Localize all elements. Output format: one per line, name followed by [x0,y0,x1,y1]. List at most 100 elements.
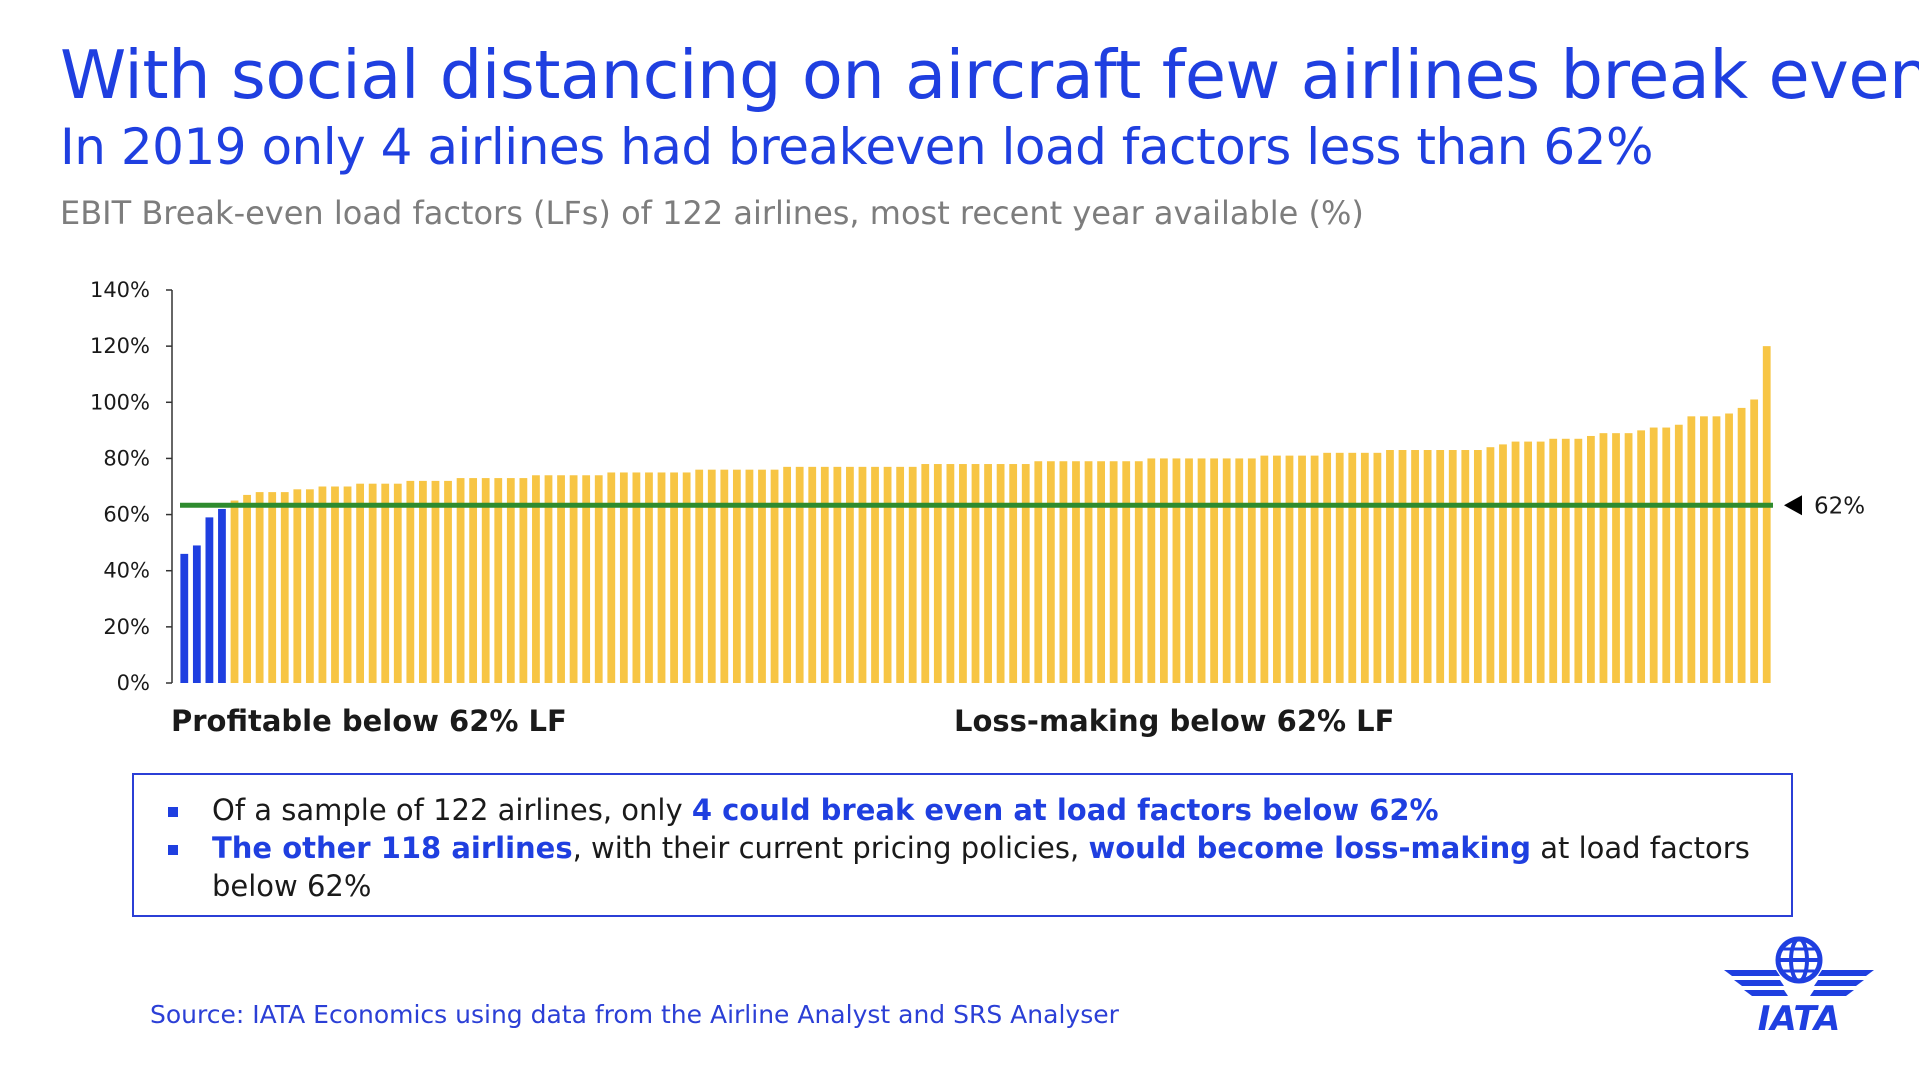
bar [682,472,691,683]
bar [745,469,754,683]
bar [1373,452,1382,683]
bar [293,489,302,683]
note-highlight: would become loss-making [1088,831,1531,865]
note-highlight: 4 could break even at load factors below… [691,793,1439,827]
bar [393,483,402,683]
bar [1285,455,1294,683]
bar [1134,461,1143,683]
bar [883,466,892,683]
bar [933,464,942,683]
bar [582,475,591,683]
bar [921,464,930,683]
bar [871,466,879,683]
bar [971,464,980,683]
bar [205,517,214,683]
bar [795,466,804,683]
bar [1021,464,1030,683]
note-segment: Of a sample of 122 airlines, only [212,793,692,827]
bar [1159,458,1168,683]
bar [368,483,377,683]
bar [770,469,779,683]
y-tick-label: 100% [90,390,150,414]
bar [707,469,716,683]
y-axis: 0% 20% 40% 60% 80% 100% 120% 140% [90,278,173,695]
bar [1411,450,1419,683]
y-tick-label: 20% [103,615,150,639]
bar [1185,458,1193,683]
bar [758,469,766,683]
bar [1247,458,1256,683]
bar [1386,450,1394,683]
bar [444,480,452,683]
note-highlight: The other 118 airlines [212,831,573,865]
bar [1674,424,1683,683]
bar [469,478,478,683]
bar [356,483,364,683]
bar [1348,452,1357,683]
bar [544,475,553,683]
bar [456,478,465,683]
bar [1599,433,1608,683]
bar [1637,430,1646,683]
bullet-icon [168,845,178,855]
bar [1046,461,1055,683]
bar [619,472,628,683]
bar [557,475,565,683]
bar [1737,407,1746,683]
bar [1712,416,1721,683]
bar [243,494,251,683]
source-note: Source: IATA Economics using data from t… [150,1000,1119,1029]
y-tick-label: 0% [117,671,150,695]
bar [670,472,678,683]
bar [506,478,515,683]
bar [808,466,817,683]
bar [331,486,339,683]
bar [657,472,666,683]
y-tick-label: 80% [103,446,150,470]
bar [1750,399,1759,683]
bar [1072,461,1080,683]
bar [1486,447,1495,683]
logo-text: IATA [1758,999,1841,1034]
note-text: below 62% [212,869,372,903]
reference-line-group: 62% [180,493,1865,519]
bar [846,466,854,683]
bar [959,464,967,683]
bar [1612,433,1620,683]
bar [406,480,415,683]
bar [431,480,440,683]
bar [230,500,239,683]
bar [1298,455,1306,683]
iata-logo: IATA [1724,936,1874,1034]
bar [1273,455,1281,683]
page-title: With social distancing on aircraft few a… [60,36,1919,114]
bar [1436,450,1445,683]
bar [645,472,653,683]
bar [218,508,226,683]
bar [494,478,503,683]
bar [1197,458,1206,683]
bar [1084,461,1093,683]
loss-making-region-label: Loss-making below 62% LF [954,704,1395,738]
bar [1210,458,1219,683]
globe-wings-logo [1724,936,1874,996]
bar [858,466,867,683]
bar [607,472,616,683]
bar [1536,441,1545,683]
note-segment: , with their current pricing policies, [572,831,1089,865]
bar [1034,461,1043,683]
chart-description: EBIT Break-even load factors (LFs) of 12… [60,194,1364,232]
page-subtitle: In 2019 only 4 airlines had breakeven lo… [60,118,1654,176]
bar [695,469,704,683]
bar [1423,450,1432,683]
bar [381,483,390,683]
reference-arrow-icon [1784,495,1802,516]
bar [1398,450,1407,683]
bar [996,464,1005,683]
bar [1323,452,1332,683]
bar [908,466,917,683]
bar [1511,441,1520,683]
bar [1147,458,1156,683]
bar [632,472,641,683]
bar [984,464,992,683]
